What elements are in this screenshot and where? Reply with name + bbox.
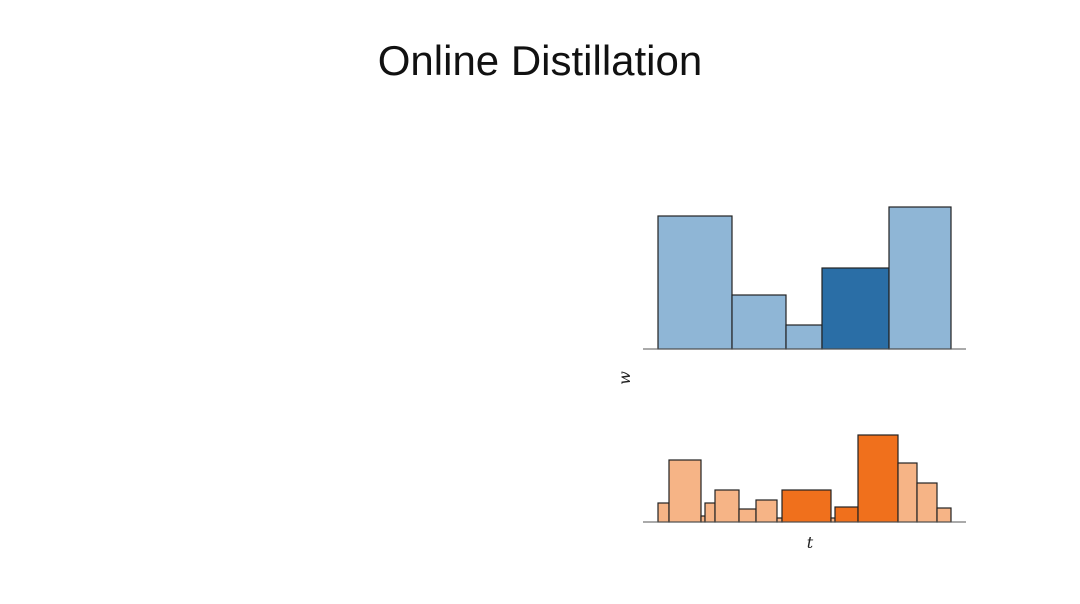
bar <box>755 499 778 523</box>
bar <box>704 502 716 523</box>
bar <box>714 489 740 523</box>
bar <box>897 462 918 523</box>
bar <box>936 507 952 523</box>
bar <box>857 434 899 523</box>
x-axis-label: t <box>807 533 814 552</box>
bar <box>888 206 952 350</box>
bar <box>821 267 890 350</box>
bar <box>731 294 787 350</box>
bar <box>738 508 757 523</box>
y-axis-label: w <box>615 371 634 385</box>
bar <box>776 517 783 523</box>
bar <box>916 482 938 523</box>
bar <box>834 506 859 523</box>
bar <box>657 502 670 523</box>
bar <box>668 459 702 523</box>
slide-title: Online Distillation <box>378 37 702 84</box>
bar <box>657 215 733 350</box>
bar <box>781 489 832 523</box>
bar <box>785 324 823 350</box>
